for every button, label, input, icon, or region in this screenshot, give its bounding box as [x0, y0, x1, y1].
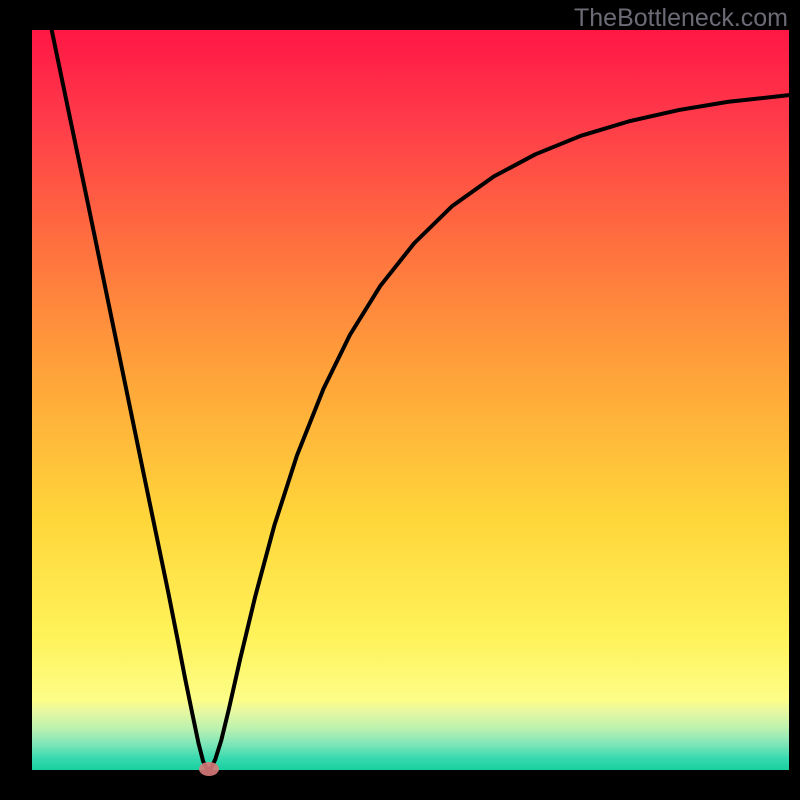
chart-frame: TheBottleneck.com — [0, 0, 800, 800]
bottleneck-curve — [32, 30, 789, 770]
curve-path — [52, 30, 789, 769]
min-point-marker — [199, 762, 219, 776]
watermark-text: TheBottleneck.com — [574, 4, 788, 33]
